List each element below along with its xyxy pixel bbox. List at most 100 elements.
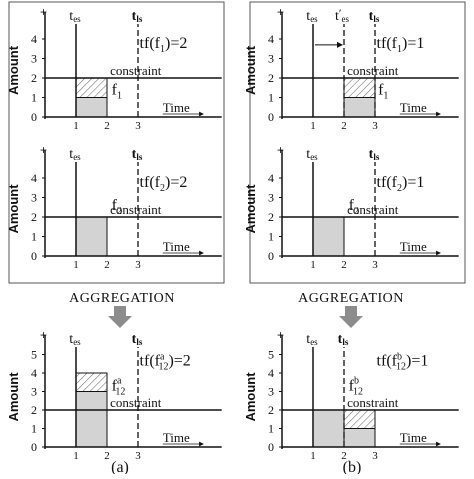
x-tick-label: 1 — [73, 259, 79, 271]
tls-subscript: ls — [136, 14, 143, 24]
tf-value: )=2 — [165, 174, 187, 191]
y-tick-label: 4 — [31, 171, 37, 185]
tls-label: tls — [132, 332, 143, 347]
f-subscript: 2 — [117, 206, 122, 217]
tf-value: )=2 — [168, 353, 190, 370]
y-tick-label: 2 — [31, 71, 37, 85]
f-subscript: 12 — [115, 387, 125, 398]
hatched-block — [343, 77, 376, 98]
x-tick-label: 1 — [310, 259, 316, 271]
y-tick-label: 3 — [268, 385, 274, 399]
y-tick-label: 1 — [268, 91, 274, 105]
tes-subscript: es — [73, 14, 81, 24]
tes-label: tes — [306, 147, 318, 162]
solid-block — [312, 216, 345, 257]
x-tick-label: 3 — [135, 259, 141, 271]
tes-subscript: es — [310, 152, 318, 162]
f-subscript: 12 — [353, 387, 363, 398]
y-tick-label: 1 — [31, 230, 37, 244]
y-tick-label: 3 — [31, 385, 37, 399]
aggregation-label-left: AGGREGATION — [69, 291, 175, 306]
y-tick-label: 4 — [268, 366, 274, 380]
tes-label: tes — [306, 332, 318, 347]
constraint-label: constraint — [347, 395, 399, 410]
tls-label: tls — [338, 332, 349, 347]
time-label: Time — [400, 239, 427, 254]
y-axis-label: Amount — [243, 372, 258, 422]
tf-subscript: 1 — [397, 44, 402, 55]
constraint-label: constraint — [110, 202, 162, 217]
x-tick-label: 3 — [135, 450, 141, 462]
tf-label: tf(f1)=2 — [140, 35, 188, 55]
solid-block — [75, 216, 108, 257]
tf-label: tf(f2)=2 — [140, 174, 188, 194]
x-tick-label: 2 — [104, 120, 110, 132]
y-tick-label: 4 — [31, 32, 37, 46]
tes-label: tes — [306, 9, 318, 24]
tf-value: )=1 — [402, 35, 424, 52]
tls-label: tls — [369, 147, 380, 162]
time-label: Time — [400, 430, 427, 445]
solid-block — [75, 97, 108, 118]
tes-label: tes — [69, 9, 81, 24]
y-tick-label: 1 — [31, 422, 37, 436]
tls-subscript: ls — [373, 152, 380, 162]
f-subscript: 1 — [117, 91, 122, 102]
frame-left — [8, 1, 225, 284]
f-label: f1 — [378, 82, 388, 102]
tf-subscript: 2 — [160, 183, 165, 194]
aggregation-label-right: AGGREGATION — [298, 291, 404, 306]
y-tick-label: 0 — [31, 110, 37, 124]
tf-label: tf(fa 12)=2 — [140, 352, 191, 373]
tes-label: tes — [69, 147, 81, 162]
y-tick-label: 2 — [268, 403, 274, 417]
x-tick-label: 2 — [341, 120, 347, 132]
down-arrow-icon — [339, 306, 363, 328]
tf-subscript: 12 — [158, 362, 168, 373]
y-tick-label: 3 — [31, 52, 37, 66]
f-superscript: b — [354, 376, 359, 387]
x-tick-label: 1 — [310, 450, 316, 462]
y-axis-label: Amount — [6, 372, 21, 422]
x-tick-label: 2 — [104, 450, 110, 462]
y-tick-label: 1 — [268, 230, 274, 244]
time-label: Time — [163, 100, 190, 115]
tls-subscript: ls — [373, 14, 380, 24]
x-tick-label: 1 — [310, 120, 316, 132]
f-label: f2 — [349, 197, 359, 217]
constraint-label: constraint — [347, 63, 399, 78]
tls-subscript: ls — [342, 337, 349, 347]
y-tick-label: 0 — [31, 249, 37, 263]
x-tick-label: 1 — [73, 450, 79, 462]
hatched-block — [75, 372, 108, 392]
y-tick-label: 2 — [31, 403, 37, 417]
y-tick-label: 2 — [268, 71, 274, 85]
tes-prime-label: t′es — [335, 6, 350, 24]
time-label: Time — [400, 100, 427, 115]
y-axis-plus: + — [40, 328, 47, 342]
tes-subscript: es — [73, 152, 81, 162]
y-tick-label: 3 — [268, 191, 274, 205]
tf-superscript: b — [397, 352, 402, 363]
y-tick-label: 0 — [268, 110, 274, 124]
y-axis-plus: + — [277, 328, 284, 342]
tls-label: tls — [132, 147, 143, 162]
x-tick-label: 3 — [372, 259, 378, 271]
y-axis-plus: + — [40, 143, 47, 157]
y-tick-label: 0 — [31, 440, 37, 454]
y-axis-plus: + — [40, 5, 47, 19]
tf-label: tf(f2)=1 — [377, 174, 425, 194]
y-tick-label: 0 — [268, 249, 274, 263]
solid-block — [312, 409, 345, 448]
f-label: fa 12 — [112, 376, 126, 398]
tes-prime-subscript: es — [342, 14, 350, 24]
y-tick-label: 0 — [268, 440, 274, 454]
f-label: f1 — [112, 82, 122, 102]
y-tick-label: 2 — [31, 210, 37, 224]
y-tick-label: 3 — [268, 52, 274, 66]
tes-prime-mark: ′ — [339, 6, 342, 20]
x-tick-label: 2 — [341, 259, 347, 271]
